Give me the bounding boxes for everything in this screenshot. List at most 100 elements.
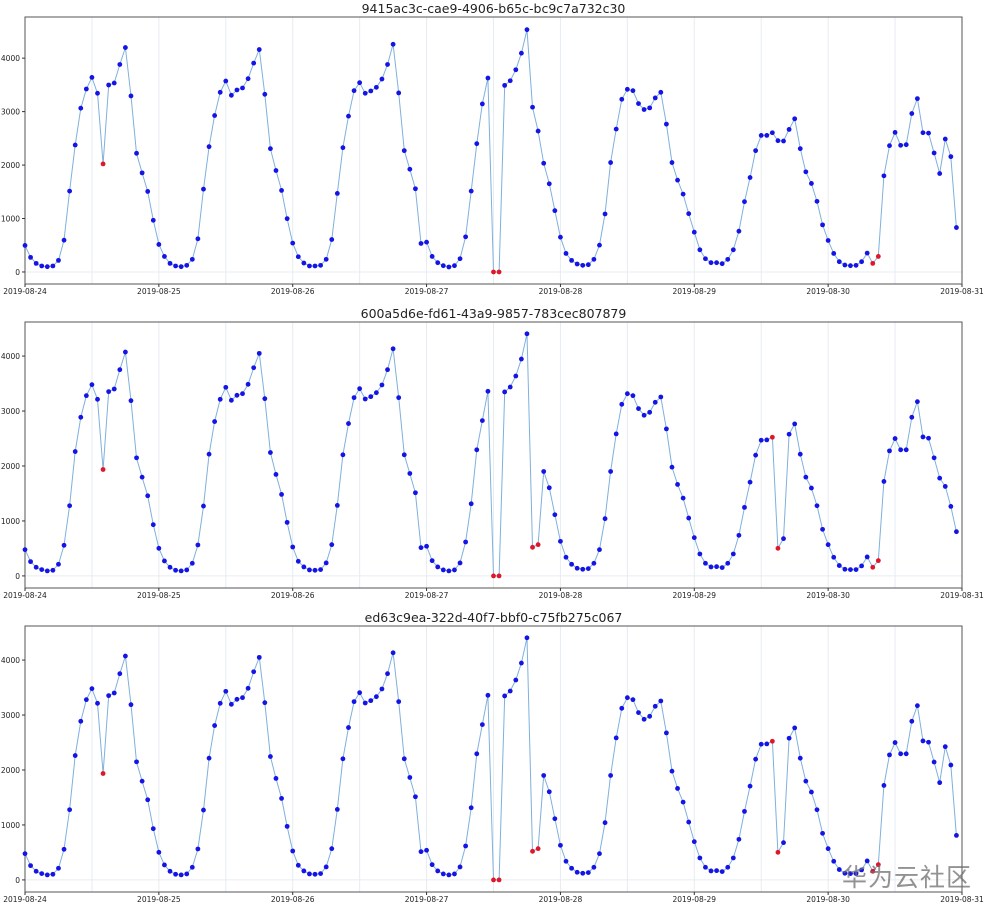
data-point: [758, 741, 764, 747]
data-point: [340, 756, 346, 762]
data-point: [418, 849, 424, 855]
data-point: [56, 257, 61, 263]
data-point: [680, 799, 686, 805]
x-tick-label: 2019-08-30: [806, 591, 850, 600]
data-point: [691, 839, 697, 845]
data-point: [128, 93, 134, 99]
data-point: [697, 551, 703, 557]
x-tick-label: 2019-08-26: [271, 287, 315, 296]
anomaly-point: [496, 877, 502, 883]
data-point: [385, 62, 390, 67]
data-point: [541, 773, 547, 778]
data-point: [323, 560, 329, 566]
chart-panel: ed63c9ea-322d-40f7-bbf0-c75fb275c067 0 100…: [1, 610, 984, 904]
data-point: [563, 858, 569, 864]
data-point: [212, 113, 218, 118]
data-point: [368, 698, 374, 704]
data-point: [212, 419, 218, 424]
anomaly-point: [775, 545, 781, 551]
data-point: [273, 472, 279, 477]
data-point: [346, 725, 351, 730]
data-point: [407, 471, 413, 476]
data-point: [797, 451, 803, 457]
data-point: [769, 130, 775, 136]
x-tick-label: 2019-08-28: [539, 591, 583, 600]
data-point: [831, 554, 837, 560]
data-point: [585, 566, 591, 571]
anomaly-point: [100, 771, 106, 776]
data-point: [574, 869, 580, 875]
data-point: [686, 211, 692, 217]
data-point: [580, 566, 586, 572]
data-point: [234, 392, 240, 398]
y-tick-label: 0: [15, 268, 20, 277]
data-point: [535, 128, 541, 134]
data-point: [279, 492, 284, 497]
data-point: [602, 211, 608, 217]
data-point: [513, 373, 519, 379]
data-point: [909, 718, 915, 724]
data-point: [33, 868, 39, 874]
data-point: [797, 146, 803, 152]
data-point: [591, 864, 597, 870]
y-tick-label: 2000: [1, 462, 20, 471]
x-tick-label: 2019-08-28: [539, 895, 583, 904]
data-point: [418, 241, 424, 246]
data-point: [948, 503, 954, 509]
data-point: [312, 567, 318, 573]
data-point: [658, 394, 664, 400]
data-point: [909, 414, 915, 420]
y-tick-label: 2000: [1, 766, 20, 775]
data-point: [295, 254, 301, 260]
data-point: [351, 699, 357, 705]
data-point: [937, 475, 943, 481]
chart-title: 600a5d6e-fd61-43a9-9857-783cec807879: [361, 306, 627, 321]
data-point: [624, 391, 630, 397]
data-point: [909, 111, 915, 116]
data-point: [853, 262, 859, 268]
data-point: [323, 864, 329, 870]
data-point: [245, 76, 251, 82]
data-point: [580, 870, 586, 876]
data-point: [714, 868, 719, 874]
data-point: [591, 560, 597, 566]
data-point: [591, 256, 597, 262]
data-point: [106, 389, 112, 395]
data-point: [892, 740, 898, 745]
data-point: [546, 789, 552, 795]
data-point: [747, 479, 753, 485]
data-point: [714, 564, 719, 570]
data-point: [195, 236, 201, 242]
anomaly-point: [491, 269, 496, 275]
x-tick-label: 2019-08-26: [271, 895, 315, 904]
data-point: [809, 181, 814, 186]
data-point: [736, 532, 742, 538]
y-tick-label: 3000: [1, 407, 20, 416]
data-point: [44, 264, 50, 270]
data-point: [268, 146, 273, 152]
data-point: [485, 388, 491, 394]
data-point: [675, 177, 680, 183]
data-point: [334, 190, 340, 196]
data-point: [396, 395, 402, 401]
data-point: [89, 686, 95, 692]
data-point: [546, 485, 552, 491]
data-point: [920, 434, 926, 440]
data-point: [742, 504, 747, 510]
data-point: [703, 864, 708, 870]
y-tick-label: 1000: [1, 821, 20, 830]
data-point: [881, 479, 887, 484]
data-point: [820, 222, 825, 228]
data-point: [518, 356, 524, 362]
data-point: [256, 350, 262, 356]
data-point: [312, 263, 318, 269]
data-point: [613, 735, 619, 741]
y-tick-label: 2000: [1, 161, 20, 170]
data-point: [67, 503, 73, 509]
data-point: [563, 251, 569, 256]
data-point: [954, 225, 959, 230]
data-point: [663, 121, 669, 127]
data-point: [457, 256, 463, 262]
data-point: [206, 451, 212, 457]
